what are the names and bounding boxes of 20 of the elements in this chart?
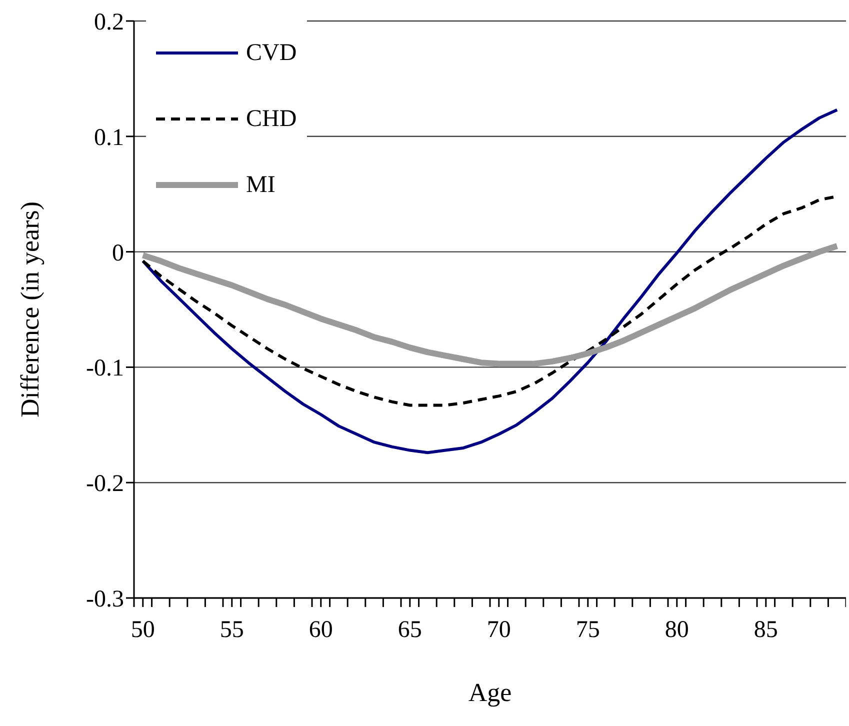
- y-tick-label: -0.2: [86, 471, 124, 498]
- x-tick-label: 80: [664, 617, 689, 643]
- y-tick-label: -0.1: [86, 356, 124, 382]
- x-tick-label: 70: [486, 617, 511, 643]
- legend-label: CHD: [246, 106, 297, 132]
- x-tick-label: 85: [754, 617, 778, 643]
- y-tick-label: 0: [112, 240, 124, 266]
- x-tick-label: 65: [398, 617, 422, 643]
- legend-label: CVD: [246, 40, 297, 66]
- y-tick-label: 0.2: [94, 10, 124, 36]
- y-tick-label: 0.1: [94, 124, 124, 151]
- x-tick-label: 75: [576, 617, 600, 643]
- x-axis-title: Age: [468, 678, 512, 707]
- y-axis-title: Difference (in years): [16, 201, 44, 418]
- legend-label: MI: [246, 172, 276, 198]
- x-tick-label: 55: [220, 617, 244, 643]
- x-tick-label: 60: [308, 617, 333, 643]
- y-tick-label: -0.3: [86, 586, 124, 613]
- x-tick-label: 50: [130, 617, 155, 643]
- line-series: [141, 108, 839, 454]
